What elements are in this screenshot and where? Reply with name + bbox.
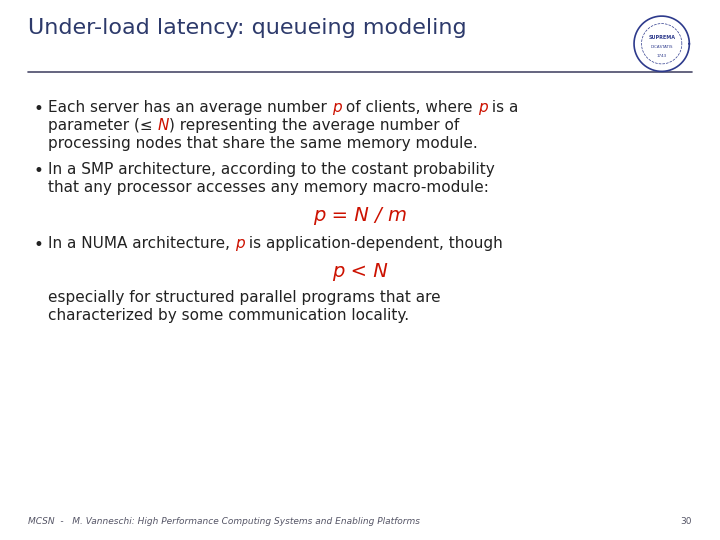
Text: In a SMP architecture, according to the costant probability: In a SMP architecture, according to the … <box>48 162 495 177</box>
Text: •: • <box>34 162 44 180</box>
Text: p = N / m: p = N / m <box>313 206 407 225</box>
Text: processing nodes that share the same memory module.: processing nodes that share the same mem… <box>48 136 478 151</box>
Text: In a NUMA architecture,: In a NUMA architecture, <box>48 236 235 251</box>
Text: especially for structured parallel programs that are: especially for structured parallel progr… <box>48 290 441 305</box>
Text: DICASTATIS: DICASTATIS <box>650 45 673 49</box>
Text: N: N <box>158 118 169 133</box>
Text: p: p <box>478 100 487 115</box>
Text: parameter (≤: parameter (≤ <box>48 118 158 133</box>
Text: •: • <box>34 100 44 118</box>
Text: 30: 30 <box>680 517 692 526</box>
Text: p < N: p < N <box>332 262 388 281</box>
Text: 1743: 1743 <box>657 55 667 58</box>
Text: p: p <box>235 236 245 251</box>
Text: MCSN  -   M. Vanneschi: High Performance Computing Systems and Enabling Platform: MCSN - M. Vanneschi: High Performance Co… <box>28 517 420 526</box>
Text: is application-dependent, though: is application-dependent, though <box>245 236 503 251</box>
Text: of clients, where: of clients, where <box>341 100 478 115</box>
Text: that any processor accesses any memory macro-module:: that any processor accesses any memory m… <box>48 180 489 195</box>
Text: SUPREMA: SUPREMA <box>648 36 675 40</box>
Text: is a: is a <box>487 100 518 115</box>
Text: •: • <box>34 236 44 254</box>
Text: ) representing the average number of: ) representing the average number of <box>169 118 459 133</box>
Text: Each server has an average number: Each server has an average number <box>48 100 332 115</box>
Text: p: p <box>332 100 341 115</box>
Text: characterized by some communication locality.: characterized by some communication loca… <box>48 308 409 323</box>
Text: Under-load latency: queueing modeling: Under-load latency: queueing modeling <box>28 18 467 38</box>
